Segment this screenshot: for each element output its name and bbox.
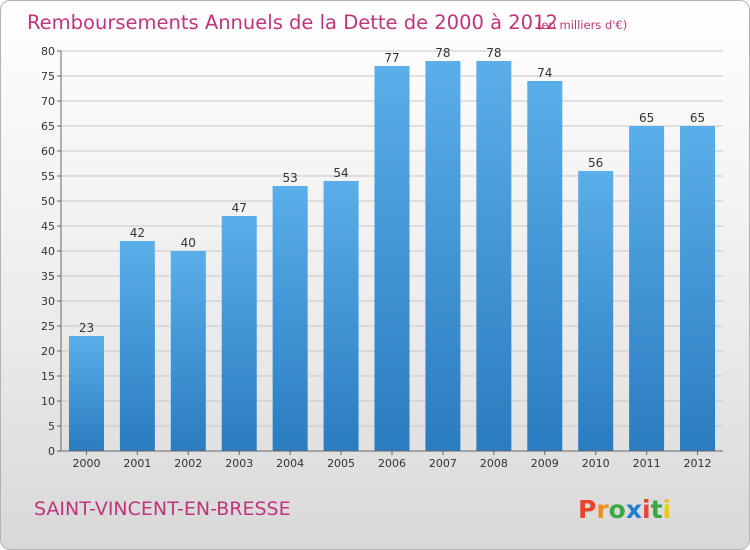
bar-2007 [425,61,461,451]
bar-2008 [476,61,512,451]
data-label: 42 [130,226,145,240]
data-label: 40 [181,236,196,250]
x-tick-label: 2007 [429,457,457,470]
x-tick-label: 2006 [378,457,406,470]
y-tick-label: 40 [41,245,55,258]
bar-2003 [221,216,257,451]
data-label: 77 [384,51,399,65]
logo-letter: P [578,495,596,524]
data-label: 78 [486,46,501,60]
data-label: 74 [537,66,552,80]
x-tick-label: 2005 [327,457,355,470]
x-tick-label: 2012 [684,457,712,470]
logo-letter: i [642,495,651,524]
data-label: 78 [435,46,450,60]
data-label: 53 [283,171,298,185]
y-tick-label: 50 [41,195,55,208]
data-label: 47 [232,201,247,215]
bar-2002 [170,251,206,451]
bar-2006 [374,66,410,451]
logo-letter: t [651,495,663,524]
y-tick-label: 5 [48,420,55,433]
x-tick-label: 2011 [633,457,661,470]
y-tick-label: 10 [41,395,55,408]
y-tick-label: 15 [41,370,55,383]
bar-2000 [68,336,104,451]
x-tick-label: 2002 [174,457,202,470]
y-tick-label: 25 [41,320,55,333]
proxiti-logo[interactable]: Proxiti [578,495,671,524]
data-label: 65 [639,111,654,125]
y-tick-label: 55 [41,170,55,183]
bar-2009 [527,81,563,451]
bar-2005 [323,181,359,451]
data-label: 65 [690,111,705,125]
x-tick-label: 2000 [72,457,100,470]
bar-2004 [272,186,308,451]
y-tick-label: 70 [41,95,55,108]
x-tick-label: 2010 [582,457,610,470]
bars: 23 42 40 47 53 54 77 78 78 74 56 65 65 [68,46,716,451]
y-tick-label: 35 [41,270,55,283]
y-tick-label: 65 [41,120,55,133]
x-tick-label: 2009 [531,457,559,470]
logo-letter: o [609,495,626,524]
chart-title: Remboursements Annuels de la Dette de 20… [27,11,558,34]
y-tick-label: 45 [41,220,55,233]
y-tick-label: 80 [41,45,55,58]
y-tick-label: 0 [48,445,55,458]
chart-unit: (en milliers d'€) [537,18,627,32]
axes: 0 5 10 15 20 25 30 35 40 45 50 55 60 65 70 75 80 2000 2001… [41,45,723,470]
bar-2011 [629,126,665,451]
y-tick-label: 20 [41,345,55,358]
x-tick-label: 2001 [123,457,151,470]
bar-2010 [578,171,614,451]
bar-2012 [680,126,716,451]
x-tick-label: 2004 [276,457,304,470]
y-tick-label: 30 [41,295,55,308]
data-label: 54 [333,166,348,180]
logo-letter: i [663,495,672,524]
x-tick-label: 2008 [480,457,508,470]
y-tick-label: 60 [41,145,55,158]
data-label: 23 [79,321,94,335]
bar-2001 [119,241,155,451]
x-tick-label: 2003 [225,457,253,470]
y-tick-label: 75 [41,70,55,83]
logo-letter: x [626,495,642,524]
city-name: SAINT-VINCENT-EN-BRESSE [34,498,291,520]
logo-letter: r [596,495,609,524]
data-label: 56 [588,156,603,170]
